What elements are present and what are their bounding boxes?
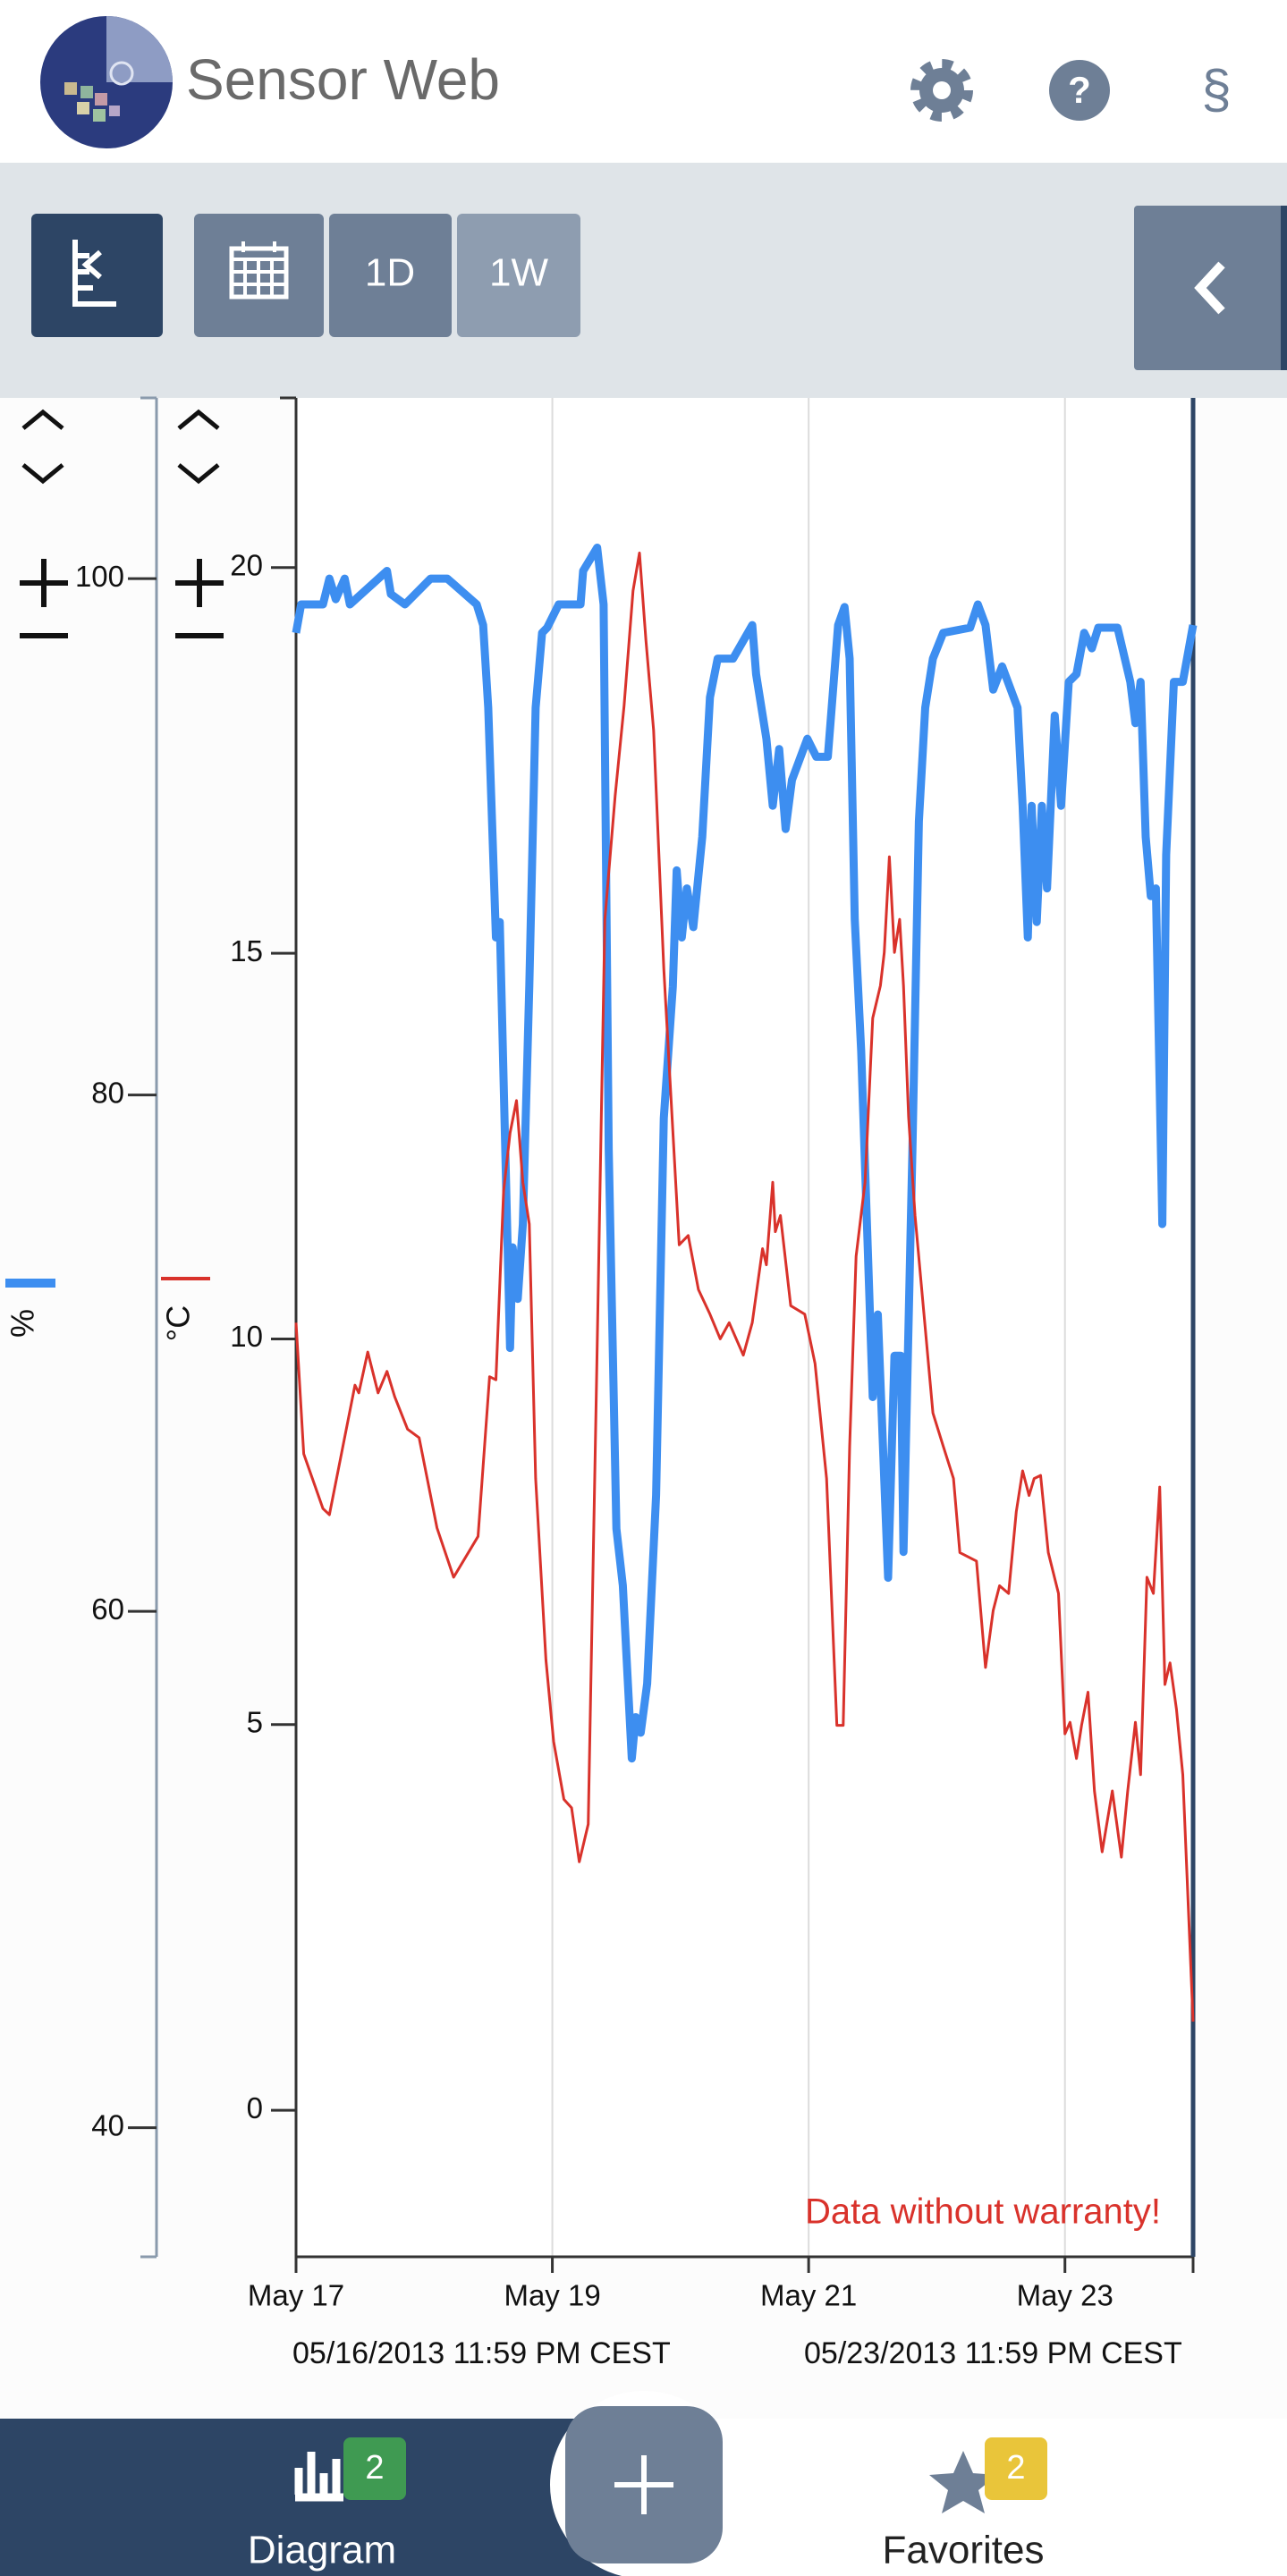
y-axis-controls <box>20 409 224 638</box>
warranty-note: Data without warranty! <box>805 2192 1161 2232</box>
app-title: Sensor Web <box>186 47 500 112</box>
data-line <box>294 551 1195 2022</box>
x-tick-label: May 23 <box>1017 2279 1113 2312</box>
range-start: 05/16/2013 11:59 PM CEST <box>292 2336 671 2370</box>
logo-pixel <box>77 102 89 114</box>
star-icon <box>929 2451 997 2513</box>
gear-hole <box>933 81 951 99</box>
help-glyph: ? <box>1068 69 1091 111</box>
settings-icon[interactable] <box>910 59 973 122</box>
chevron-left <box>1194 261 1225 315</box>
badge <box>985 2437 1047 2500</box>
button-label: 1W <box>489 251 548 295</box>
shift-up[interactable] <box>177 409 220 430</box>
y2-tick-label: 20 <box>230 549 263 582</box>
y2-tick-label: 15 <box>230 934 263 967</box>
chart: May 17 May 19 May 21 May 23 40 60 80 100 0 5 10 15 2… <box>4 396 1198 2370</box>
shift-up[interactable] <box>21 409 64 430</box>
tab-label: Diagram <box>248 2529 396 2572</box>
calendar-button[interactable] <box>194 214 324 337</box>
y2-tick-label: 5 <box>247 1705 263 1738</box>
badge <box>343 2437 406 2500</box>
zoom-in[interactable] <box>20 559 68 607</box>
x-tick-label: May 19 <box>504 2279 600 2312</box>
button-label: 1D <box>365 251 415 295</box>
axis-toggle-button[interactable] <box>31 214 163 337</box>
help-icon[interactable]: ? <box>1049 60 1110 121</box>
1d-button[interactable]: 1D <box>329 214 452 337</box>
y-tick-label: 80 <box>91 1076 124 1109</box>
y2-tick-label: 10 <box>230 1320 263 1353</box>
favorites-tab[interactable]: 2 Favorites <box>883 2437 1047 2572</box>
y2-tick-label: 0 <box>247 2091 263 2124</box>
range-end: 05/23/2013 11:59 PM CEST <box>804 2336 1182 2370</box>
add-button[interactable] <box>550 2391 738 2576</box>
button-bg <box>1134 206 1287 370</box>
button-edge <box>1281 206 1287 370</box>
y-tick-label: 100 <box>75 560 124 593</box>
diagram-tab[interactable]: 2 Diagram <box>248 2437 406 2572</box>
badge-count: 2 <box>365 2449 384 2487</box>
shift-down[interactable] <box>177 463 220 485</box>
data-line <box>292 544 1198 1763</box>
plot-area <box>296 398 1193 2257</box>
x-tick-label: May 17 <box>248 2279 344 2312</box>
legal-icon[interactable]: § <box>1201 59 1231 119</box>
logo-pixel <box>93 109 106 122</box>
help-circle <box>1049 60 1110 121</box>
x-tick-label: May 21 <box>760 2279 857 2312</box>
1w-button[interactable]: 1W <box>457 214 580 337</box>
button-bg <box>457 214 580 337</box>
toolbar <box>0 163 1287 398</box>
gear-teeth <box>910 59 973 122</box>
diagram-icon <box>294 2452 343 2502</box>
calendar-grid <box>232 241 286 297</box>
zoom-in[interactable] <box>175 559 224 607</box>
axis-icon <box>72 240 116 307</box>
shift-down[interactable] <box>21 463 64 485</box>
logo[interactable] <box>40 16 173 148</box>
logo-pixel <box>64 82 77 95</box>
y2-axis-label: °C <box>160 1305 197 1341</box>
add-plus <box>614 2455 673 2514</box>
logo-quarter <box>106 16 173 82</box>
button-bg <box>329 214 452 337</box>
logo-pixel <box>80 86 93 98</box>
y-axis-label: % <box>4 1309 41 1338</box>
y-tick-label: 40 <box>91 2108 124 2141</box>
tab-label: Favorites <box>883 2529 1045 2572</box>
y-tick-label: 60 <box>91 1592 124 1626</box>
badge-count: 2 <box>1006 2449 1025 2487</box>
collapse-button[interactable] <box>1134 206 1287 370</box>
logo-pixel <box>95 93 107 106</box>
logo-ring <box>109 61 134 86</box>
logo-pixel <box>109 106 120 116</box>
